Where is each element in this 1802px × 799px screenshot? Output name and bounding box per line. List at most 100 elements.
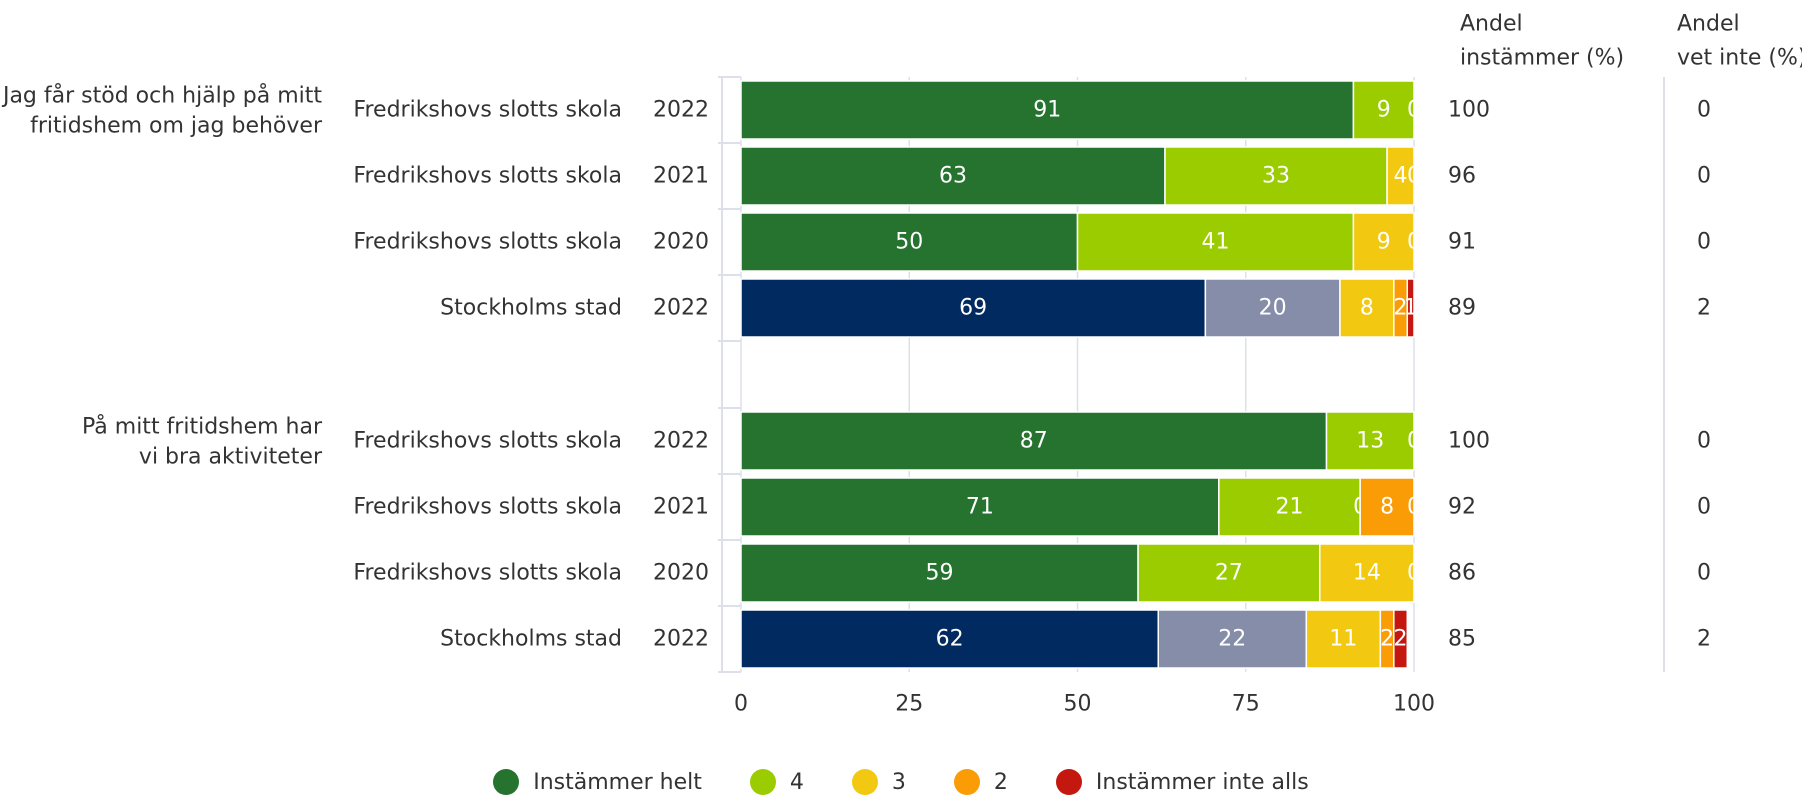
bar-data-label: 2 [1394, 627, 1408, 652]
row-year-label: 2022 [653, 98, 709, 123]
bar-segment [1204, 278, 1341, 338]
bar-segment [1386, 146, 1415, 206]
chart-legend: Instämmer helt 4 3 2 Instämmer inte alls [0, 765, 1802, 799]
share-dont-know-value: 0 [1697, 495, 1711, 520]
bar-segment [1137, 543, 1321, 603]
legend-item[interactable]: Instämmer inte alls [1055, 769, 1309, 795]
bar-data-label: 0 [1407, 429, 1421, 454]
bar-data-label: 50 [895, 230, 923, 255]
bar-segment [1319, 543, 1415, 603]
bar-data-label: 69 [959, 296, 987, 321]
bar-data-label: 14 [1353, 561, 1381, 586]
bar-data-label: 8 [1360, 296, 1374, 321]
legend-item[interactable]: 3 [851, 769, 906, 795]
bar-segment [1352, 80, 1415, 140]
legend-item[interactable]: 2 [953, 769, 1008, 795]
bar-segment [740, 278, 1207, 338]
legend-swatch [953, 769, 980, 795]
header-share-dont-know-line2: vet inte (%) [1677, 46, 1802, 71]
bar-data-label: 21 [1275, 495, 1303, 520]
legend-label: Instämmer inte alls [1095, 769, 1309, 795]
bar-segment [1352, 212, 1415, 272]
x-tick-label: 50 [1064, 692, 1092, 717]
share-dont-know-value: 0 [1697, 429, 1711, 454]
legend-swatch [749, 769, 776, 795]
x-tick-label: 100 [1393, 692, 1435, 717]
question-label: Jag får stöd och hjälp på mitt [1, 83, 322, 109]
x-tick-label: 75 [1232, 692, 1260, 717]
bar-data-label: 71 [966, 495, 994, 520]
x-tick-label: 0 [734, 692, 748, 717]
row-year-label: 2021 [653, 495, 709, 520]
bar-data-label: 0 [1407, 561, 1421, 586]
bar-segment [740, 212, 1079, 272]
row-unit-label: Stockholms stad [440, 296, 622, 321]
bar-segment [740, 146, 1166, 206]
row-unit-label: Fredrikshovs slotts skola [353, 495, 622, 520]
question-label: På mitt fritidshem har [82, 414, 323, 440]
legend-label: 4 [789, 769, 804, 795]
share-agree-value: 86 [1448, 561, 1476, 586]
stacked-bar-chart: Andel instämmer (%) Andel vet inte (%) Jag f… [1, 12, 1802, 717]
bar-data-label: 87 [1020, 429, 1048, 454]
bar-segment [1157, 609, 1308, 669]
share-agree-value: 100 [1448, 429, 1490, 454]
row-year-label: 2022 [653, 296, 709, 321]
header-share-agree-line1: Andel [1460, 12, 1523, 37]
bar-data-label: 0 [1407, 230, 1421, 255]
row-unit-label: Fredrikshovs slotts skola [353, 164, 622, 189]
bar-data-label: 22 [1218, 627, 1246, 652]
share-dont-know-value: 0 [1697, 561, 1711, 586]
legend-swatch [1055, 769, 1082, 795]
share-agree-value: 100 [1448, 98, 1490, 123]
bar-data-label: 27 [1215, 561, 1243, 586]
bar-data-label: 62 [936, 627, 964, 652]
share-dont-know-value: 2 [1697, 627, 1711, 652]
bar-data-label: 41 [1201, 230, 1229, 255]
legend-swatch [493, 769, 520, 795]
legend-swatch [851, 769, 878, 795]
bar-segment [1325, 411, 1415, 471]
bar-segment [1406, 278, 1415, 338]
share-dont-know-value: 0 [1697, 230, 1711, 255]
question-label: fritidshem om jag behöver [30, 114, 323, 139]
share-agree-value: 96 [1448, 164, 1476, 189]
bar-data-label: 0 [1407, 164, 1421, 189]
bar-segment [1393, 609, 1409, 669]
header-share-agree-line2: instämmer (%) [1460, 46, 1624, 71]
legend-item[interactable]: 4 [749, 769, 804, 795]
row-year-label: 2021 [653, 164, 709, 189]
bar-data-label: 9 [1377, 230, 1391, 255]
bar-segment [740, 80, 1355, 140]
bar-data-label: 0 [1407, 98, 1421, 123]
row-unit-label: Stockholms stad [440, 627, 622, 652]
bar-segment [1076, 212, 1355, 272]
row-unit-label: Fredrikshovs slotts skola [353, 429, 622, 454]
bar-data-label: 8 [1380, 495, 1394, 520]
row-year-label: 2022 [653, 627, 709, 652]
header-share-dont-know-line1: Andel [1677, 12, 1740, 37]
bar-data-label: 59 [926, 561, 954, 586]
share-agree-value: 89 [1448, 296, 1476, 321]
row-year-label: 2020 [653, 561, 709, 586]
share-agree-value: 92 [1448, 495, 1476, 520]
bar-data-label: 11 [1329, 627, 1357, 652]
legend-label: Instämmer helt [533, 769, 702, 795]
bar-data-label: 33 [1262, 164, 1290, 189]
row-unit-label: Fredrikshovs slotts skola [353, 230, 622, 255]
row-unit-label: Fredrikshovs slotts skola [353, 98, 622, 123]
legend-label: 2 [993, 769, 1008, 795]
row-unit-label: Fredrikshovs slotts skola [353, 561, 622, 586]
bar-data-label: 20 [1259, 296, 1287, 321]
share-agree-value: 91 [1448, 230, 1476, 255]
bar-segment [740, 477, 1220, 537]
bar-data-label: 4 [1394, 164, 1408, 189]
bar-data-label: 2 [1380, 627, 1394, 652]
bar-data-label: 1 [1404, 296, 1418, 321]
bar-data-label: 91 [1033, 98, 1061, 123]
legend-item[interactable]: Instämmer helt [493, 769, 702, 795]
share-dont-know-value: 0 [1697, 164, 1711, 189]
share-agree-value: 85 [1448, 627, 1476, 652]
question-label: vi bra aktiviteter [139, 445, 323, 470]
x-tick-label: 25 [895, 692, 923, 717]
